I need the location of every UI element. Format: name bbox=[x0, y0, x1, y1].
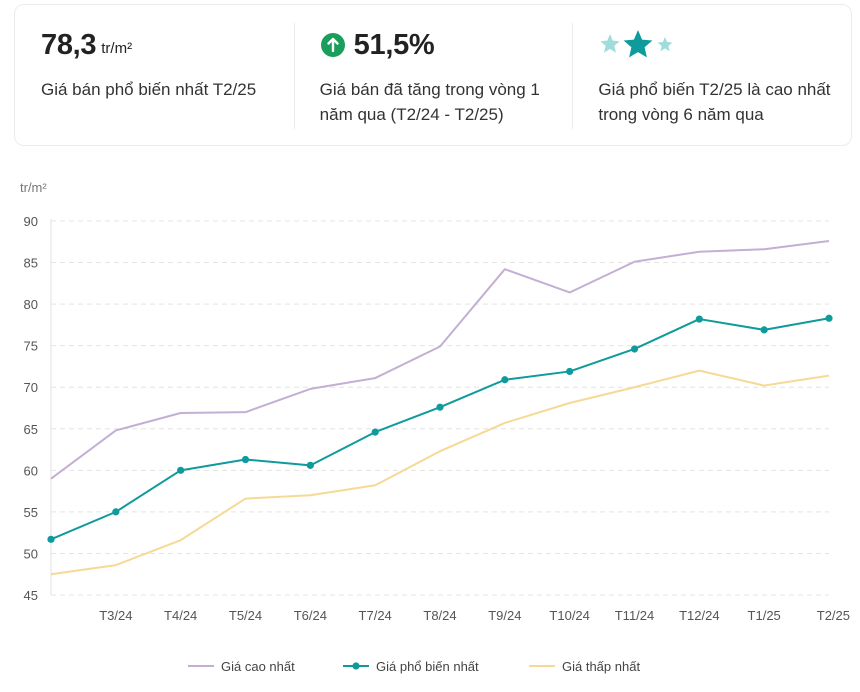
legend-label: Giá thấp nhất bbox=[562, 659, 640, 674]
popular-price-unit: tr/m² bbox=[101, 39, 133, 57]
stats-card: 78,3 tr/m² Giá bán phổ biến nhất T2/25 5… bbox=[14, 4, 852, 146]
data-point bbox=[436, 403, 444, 411]
data-point bbox=[760, 326, 768, 334]
data-point bbox=[566, 367, 574, 376]
y-tick-label: 60 bbox=[24, 463, 38, 478]
data-point bbox=[47, 535, 55, 543]
x-tick-label: T11/24 bbox=[615, 608, 655, 623]
rating-stars bbox=[598, 27, 851, 63]
y-tick-label: 50 bbox=[24, 546, 38, 561]
price-change-value: 51,5% bbox=[353, 28, 435, 61]
star-icon-center bbox=[623, 30, 653, 58]
stars-icon bbox=[600, 30, 673, 58]
data-point bbox=[371, 428, 379, 436]
data-point bbox=[177, 466, 185, 474]
y-tick-label: 55 bbox=[24, 505, 38, 520]
x-tick-label: T9/24 bbox=[488, 608, 521, 623]
y-tick-label: 70 bbox=[24, 380, 38, 395]
legend-marker bbox=[352, 662, 360, 670]
y-tick-label: 80 bbox=[24, 297, 38, 312]
data-point bbox=[306, 461, 314, 469]
price-rating-desc: Giá phổ biến T2/25 là cao nhất trong vòn… bbox=[598, 80, 831, 124]
x-tick-label: T8/24 bbox=[423, 608, 456, 623]
popular-price-value: 78,3 bbox=[41, 28, 97, 61]
star-icon-right bbox=[657, 37, 673, 52]
stat-price-change: 51,5% Giá bán đã tăng trong vòng 1 năm q… bbox=[293, 5, 573, 145]
data-point bbox=[501, 376, 509, 384]
price-change-desc: Giá bán đã tăng trong vòng 1 năm qua (T2… bbox=[319, 80, 540, 124]
x-tick-label: T6/24 bbox=[294, 608, 327, 623]
star-icon-left bbox=[600, 34, 620, 53]
series-line-0 bbox=[50, 239, 830, 480]
x-tick-label: T7/24 bbox=[359, 608, 392, 623]
data-point bbox=[825, 314, 833, 322]
legend-label: Giá cao nhất bbox=[221, 659, 295, 674]
y-tick-label: 45 bbox=[24, 588, 38, 603]
x-tick-label: T1/25 bbox=[748, 608, 781, 623]
data-point bbox=[695, 315, 703, 323]
legend-label: Giá phổ biến nhất bbox=[376, 659, 479, 674]
y-axis-label: tr/m² bbox=[20, 180, 47, 195]
x-tick-label: T4/24 bbox=[164, 608, 197, 623]
popular-price-desc: Giá bán phổ biến nhất T2/25 bbox=[41, 80, 257, 99]
y-tick-label: 65 bbox=[24, 422, 38, 437]
stat-price-rating: Giá phổ biến T2/25 là cao nhất trong vòn… bbox=[572, 5, 851, 145]
data-point bbox=[112, 508, 120, 516]
stat-popular-price: 78,3 tr/m² Giá bán phổ biến nhất T2/25 bbox=[15, 5, 294, 145]
y-tick-label: 85 bbox=[24, 256, 38, 271]
y-tick-label: 90 bbox=[24, 214, 38, 229]
x-tick-label: T10/24 bbox=[549, 608, 589, 623]
x-tick-label: T5/24 bbox=[229, 608, 262, 623]
x-tick-label: T2/25 bbox=[817, 608, 850, 623]
series-line-2 bbox=[50, 369, 830, 576]
x-tick-label: T12/24 bbox=[679, 608, 719, 623]
data-point bbox=[241, 455, 250, 464]
x-tick-label: T3/24 bbox=[99, 608, 132, 623]
data-point bbox=[630, 345, 639, 353]
arrow-up-circle-icon bbox=[320, 33, 345, 57]
y-tick-label: 75 bbox=[24, 339, 38, 354]
